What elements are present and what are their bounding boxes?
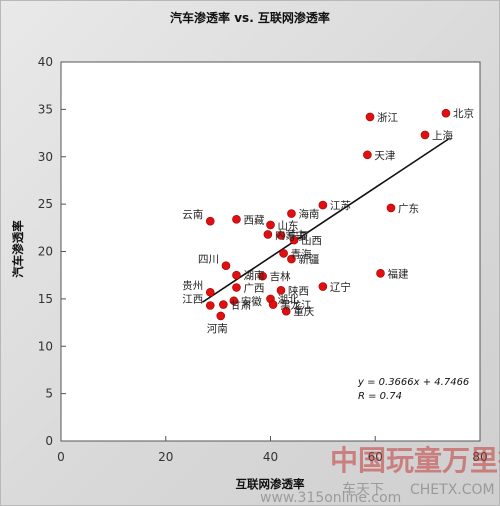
y-tick-label: 20 — [38, 245, 53, 259]
point-label: 湖南 — [243, 269, 264, 282]
y-tick-label: 35 — [38, 102, 53, 116]
y-tick-label: 15 — [38, 292, 53, 306]
point-label: 安徽 — [241, 295, 262, 308]
y-tick-label: 30 — [38, 150, 53, 164]
x-axis-title: 互联网渗透率 — [236, 477, 305, 491]
point-label: 浙江 — [377, 112, 398, 124]
data-point — [363, 150, 372, 160]
point-label: 海南 — [298, 208, 319, 221]
watermark-source: 车天下 — [342, 481, 384, 498]
y-tick-label: 25 — [38, 197, 53, 211]
data-point — [205, 287, 215, 297]
y-tick-label: 10 — [38, 339, 53, 353]
data-point — [281, 306, 291, 316]
point-label: 陕西 — [288, 284, 309, 297]
data-point — [205, 216, 215, 226]
data-points — [205, 108, 451, 321]
plot-area — [60, 61, 481, 442]
x-tick-label: 0 — [57, 450, 65, 464]
regression-r-value: R = 0.74 — [358, 391, 402, 402]
point-label: 新疆 — [298, 253, 319, 266]
point-label: 山东 — [278, 219, 299, 232]
data-point — [279, 249, 288, 258]
point-label: 河南 — [207, 322, 228, 335]
point-label: 西藏 — [243, 214, 264, 226]
watermark: 中国玩童万里行 CHETX.COM www.315online.com 车天下 — [260, 444, 500, 506]
point-label: 广东 — [398, 202, 419, 215]
watermark-brand: 中国玩童万里行 — [330, 444, 500, 477]
data-point — [276, 231, 286, 240]
point-label: 重庆 — [293, 305, 314, 318]
point-label: 湖北 — [278, 294, 299, 306]
y-tick-label: 5 — [45, 387, 53, 401]
data-point — [287, 254, 296, 264]
point-label: 广西 — [243, 283, 264, 295]
point-label: 青海 — [291, 247, 312, 260]
axis-ticks: 0 5 10 15 20 25 30 35 40 0 20 40 60 80 — [38, 55, 488, 464]
point-label: 四川 — [198, 254, 219, 266]
point-label: 吉林 — [270, 270, 291, 283]
data-point — [232, 283, 241, 292]
data-point — [318, 200, 328, 210]
point-label: 黑龙江 — [280, 299, 312, 312]
y-tick-label: 40 — [38, 55, 53, 69]
data-point — [232, 270, 241, 280]
data-point — [386, 203, 396, 213]
data-point — [420, 130, 430, 140]
data-point — [216, 311, 226, 321]
data-point — [229, 296, 239, 306]
x-tick-label: 20 — [158, 450, 173, 464]
point-label: 北京 — [453, 107, 474, 120]
data-point — [266, 220, 275, 230]
watermark-url: www.315online.com — [260, 490, 401, 506]
y-axis-title: 汽车渗透率 — [11, 220, 25, 278]
data-point — [287, 209, 296, 218]
data-point — [441, 108, 451, 118]
point-label: 江苏 — [330, 199, 351, 212]
data-point — [318, 282, 328, 291]
trend-line — [201, 138, 450, 303]
point-label: 辽宁 — [330, 281, 351, 294]
data-point — [365, 112, 375, 122]
point-label: 甘肃 — [230, 299, 251, 312]
point-label: 山西 — [301, 235, 322, 247]
data-point — [232, 214, 241, 224]
x-tick-label: 60 — [368, 450, 383, 464]
data-point — [205, 301, 215, 310]
y-tick-label: 0 — [45, 434, 53, 448]
regression-equation: y = 0.3666x + 4.7466 — [357, 377, 469, 388]
point-label: 上海 — [432, 129, 453, 142]
x-tick-label: 40 — [263, 450, 278, 464]
data-point — [276, 286, 286, 295]
data-point — [268, 300, 278, 309]
x-tick-label: 80 — [472, 450, 487, 464]
data-point — [258, 271, 267, 281]
point-label: 福建 — [387, 267, 408, 280]
point-label: 云南 — [182, 208, 203, 221]
chart-title: 汽车渗透率 vs. 互联网渗透率 — [170, 10, 330, 25]
point-label: 贵州 — [182, 279, 203, 292]
data-point — [289, 235, 299, 245]
data-point — [263, 230, 273, 239]
data-point — [376, 268, 385, 278]
point-label: 宁夏 — [288, 229, 309, 242]
point-label: 天津 — [374, 150, 395, 162]
data-point — [219, 300, 228, 309]
data-point — [221, 261, 231, 271]
watermark-site: CHETX.COM — [410, 482, 495, 498]
point-label: 江西 — [182, 294, 203, 306]
point-label: 内蒙古 — [275, 228, 307, 241]
